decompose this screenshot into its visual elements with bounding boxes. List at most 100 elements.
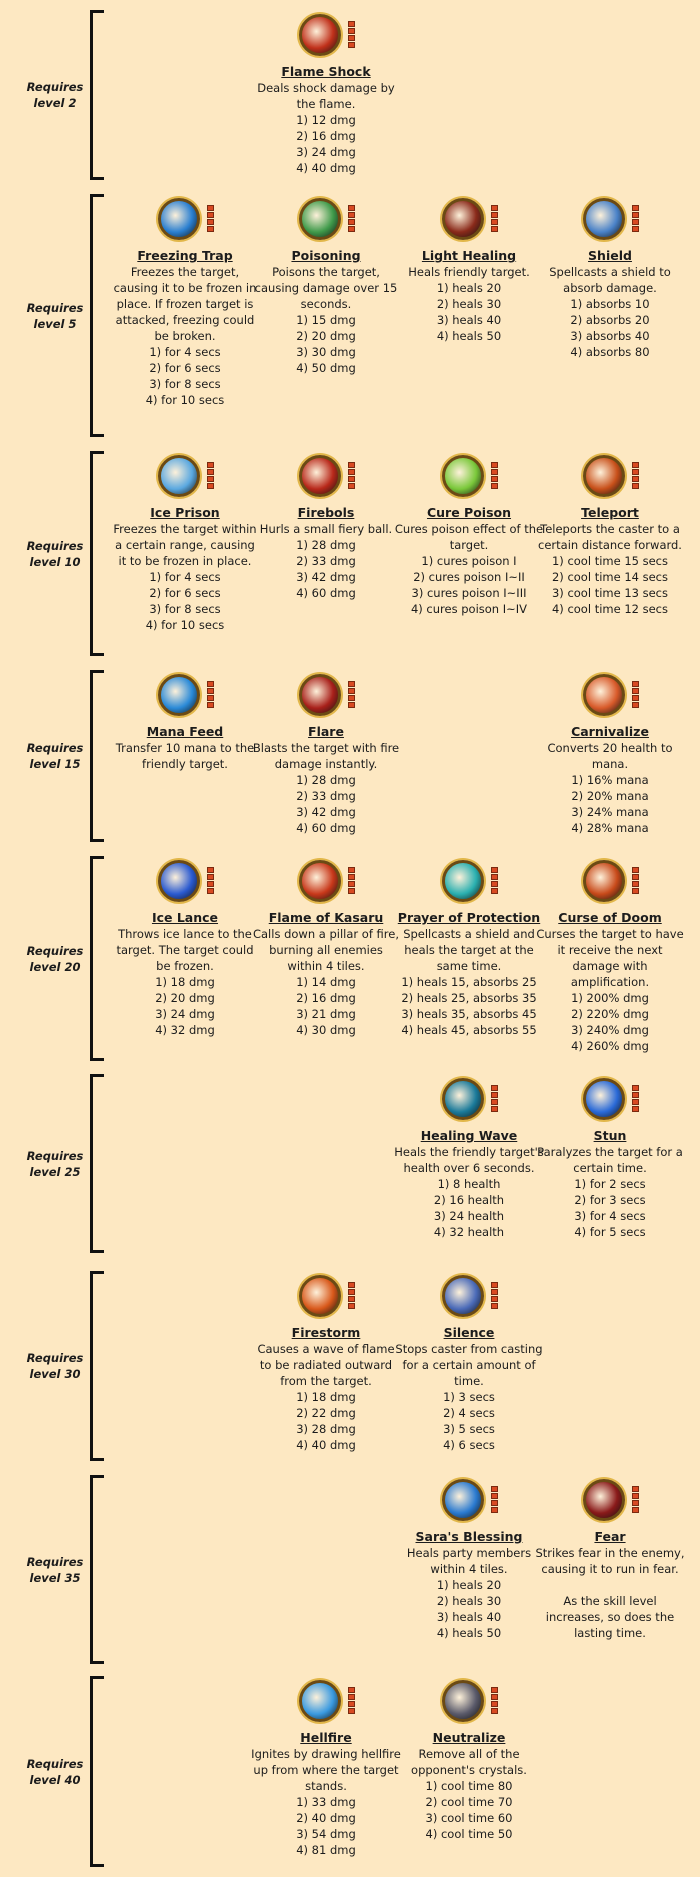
skill-level: 2) 16 health (433, 1193, 505, 1207)
pip (491, 476, 498, 482)
pip (348, 695, 355, 701)
skill-description: Blasts the target with fire damage insta… (252, 741, 400, 771)
skill-name: Prayer of Protection (397, 910, 541, 925)
skill: Carnivalize Converts 20 health to mana. 1)… (535, 674, 685, 836)
skill-description: Hurls a small fiery ball. (259, 522, 393, 536)
skill-level-pips (491, 1687, 498, 1715)
skill-level: 1) cool time 15 secs (551, 554, 668, 568)
skill-level: 1) 28 dmg (296, 538, 356, 552)
tier-bracket (90, 1676, 104, 1867)
skill-level: 4) 60 dmg (296, 586, 356, 600)
skill-level: 3) heals 40 (436, 313, 502, 327)
skill-level: 4) 32 dmg (155, 1023, 215, 1037)
skill-level-pips (348, 1282, 355, 1310)
skill-level: 2) 40 dmg (296, 1811, 356, 1825)
pip (491, 1708, 498, 1714)
skill-level-pips (348, 21, 355, 49)
skill-level: 1) 16% mana (571, 773, 649, 787)
skill: Firestorm Causes a wave of flame to be ra… (251, 1275, 401, 1453)
skill-icon (442, 1479, 498, 1521)
pip (207, 483, 214, 489)
skill-level: 4) cool time 12 secs (551, 602, 668, 616)
skill-level: 3) 54 dmg (296, 1827, 356, 1841)
pip (491, 1289, 498, 1295)
pip (491, 888, 498, 894)
skill-level: 3) 42 dmg (296, 570, 356, 584)
skill-description: Spellcasts a shield and heals the target… (403, 927, 535, 973)
skill-level: 4) cool time 50 (425, 1827, 513, 1841)
skill-name: Firebols (297, 505, 355, 520)
skill-level: 2) cool time 14 secs (551, 570, 668, 584)
skill-level: 1) absorbs 10 (570, 297, 650, 311)
skill-description: Throws ice lance to the target. The targ… (116, 927, 254, 973)
pip (632, 681, 639, 687)
pip (632, 476, 639, 482)
skill-description: Ignites by drawing hellfire up from wher… (251, 1747, 401, 1793)
skill-level: 3) for 8 secs (149, 602, 221, 616)
skill-description: Calls down a pillar of fire, burning all… (252, 927, 399, 973)
skill-name: Flame Shock (281, 64, 371, 79)
skill-icon (299, 1275, 355, 1317)
pip (207, 881, 214, 887)
skill: Mana Feed Transfer 10 mana to the friendl… (110, 674, 260, 772)
pip (632, 226, 639, 232)
skill-level: 1) 33 dmg (296, 1795, 356, 1809)
skill-level: 4) absorbs 80 (570, 345, 650, 359)
pip (207, 867, 214, 873)
skill-level: 1) 200% dmg (571, 991, 649, 1005)
skill-level-pips (632, 1085, 639, 1113)
skill-level: 3) 24 dmg (296, 145, 356, 159)
pip (632, 874, 639, 880)
skill-description: Cures poison effect of the target. (394, 522, 544, 552)
pip (491, 1694, 498, 1700)
skill-level-pips (348, 462, 355, 490)
skill-name: Shield (588, 248, 632, 263)
pip (348, 1289, 355, 1295)
pip (491, 483, 498, 489)
pip (491, 1106, 498, 1112)
skill-icon (442, 1078, 498, 1120)
skill-level: 1) 18 dmg (296, 1390, 356, 1404)
skill: Shield Spellcasts a shield to absorb dama… (535, 198, 685, 360)
skill-description: Causes a wave of flame to be radiated ou… (257, 1342, 395, 1388)
skill-icon (158, 455, 214, 497)
requirement: Requires level 20 (26, 943, 84, 974)
skill-icon (299, 1680, 355, 1722)
skill-name: Healing Wave (420, 1128, 518, 1143)
skill-level: 1) cures poison I (421, 554, 517, 568)
pip (207, 874, 214, 880)
skill-icon (583, 1479, 639, 1521)
tier-bracket (90, 1271, 104, 1461)
skill-level: 4) 32 health (433, 1225, 505, 1239)
skill-level: 3) heals 35, absorbs 45 (401, 1007, 537, 1021)
skill-level: 4) 40 dmg (296, 161, 356, 175)
skill-icon (442, 860, 498, 902)
skill-level: 3) 30 dmg (296, 345, 356, 359)
skill: Flame of Kasaru Calls down a pillar of fi… (251, 860, 401, 1038)
pip (207, 695, 214, 701)
skill-level: 2) 220% dmg (571, 1007, 649, 1021)
pip (491, 469, 498, 475)
skill: Healing Wave Heals the friendly target's … (394, 1078, 544, 1240)
skill-level: 2) 20% mana (571, 789, 649, 803)
skill-level: 2) 16 dmg (296, 129, 356, 143)
skill-level: 4) 28% mana (571, 821, 649, 835)
skill-description: Remove all of the opponent's crystals. (411, 1747, 527, 1777)
pip (348, 874, 355, 880)
skill-name: Flare (308, 724, 344, 739)
skill-level: 3) absorbs 40 (570, 329, 650, 343)
skill-level: 2) heals 30 (436, 1594, 502, 1608)
requirement: Requires level 2 (26, 80, 84, 110)
pip (491, 219, 498, 225)
skill-level-pips (207, 462, 214, 490)
pip (632, 212, 639, 218)
skill-name: Curse of Doom (558, 910, 662, 925)
skill-level: 4) heals 50 (436, 329, 502, 343)
pip (207, 205, 214, 211)
pip (632, 688, 639, 694)
skill-name: Hellfire (300, 1730, 352, 1745)
skill-level: 3) 28 dmg (296, 1422, 356, 1436)
skill-name: Silence (443, 1325, 495, 1340)
skill-icon (583, 455, 639, 497)
pip (632, 1092, 639, 1098)
